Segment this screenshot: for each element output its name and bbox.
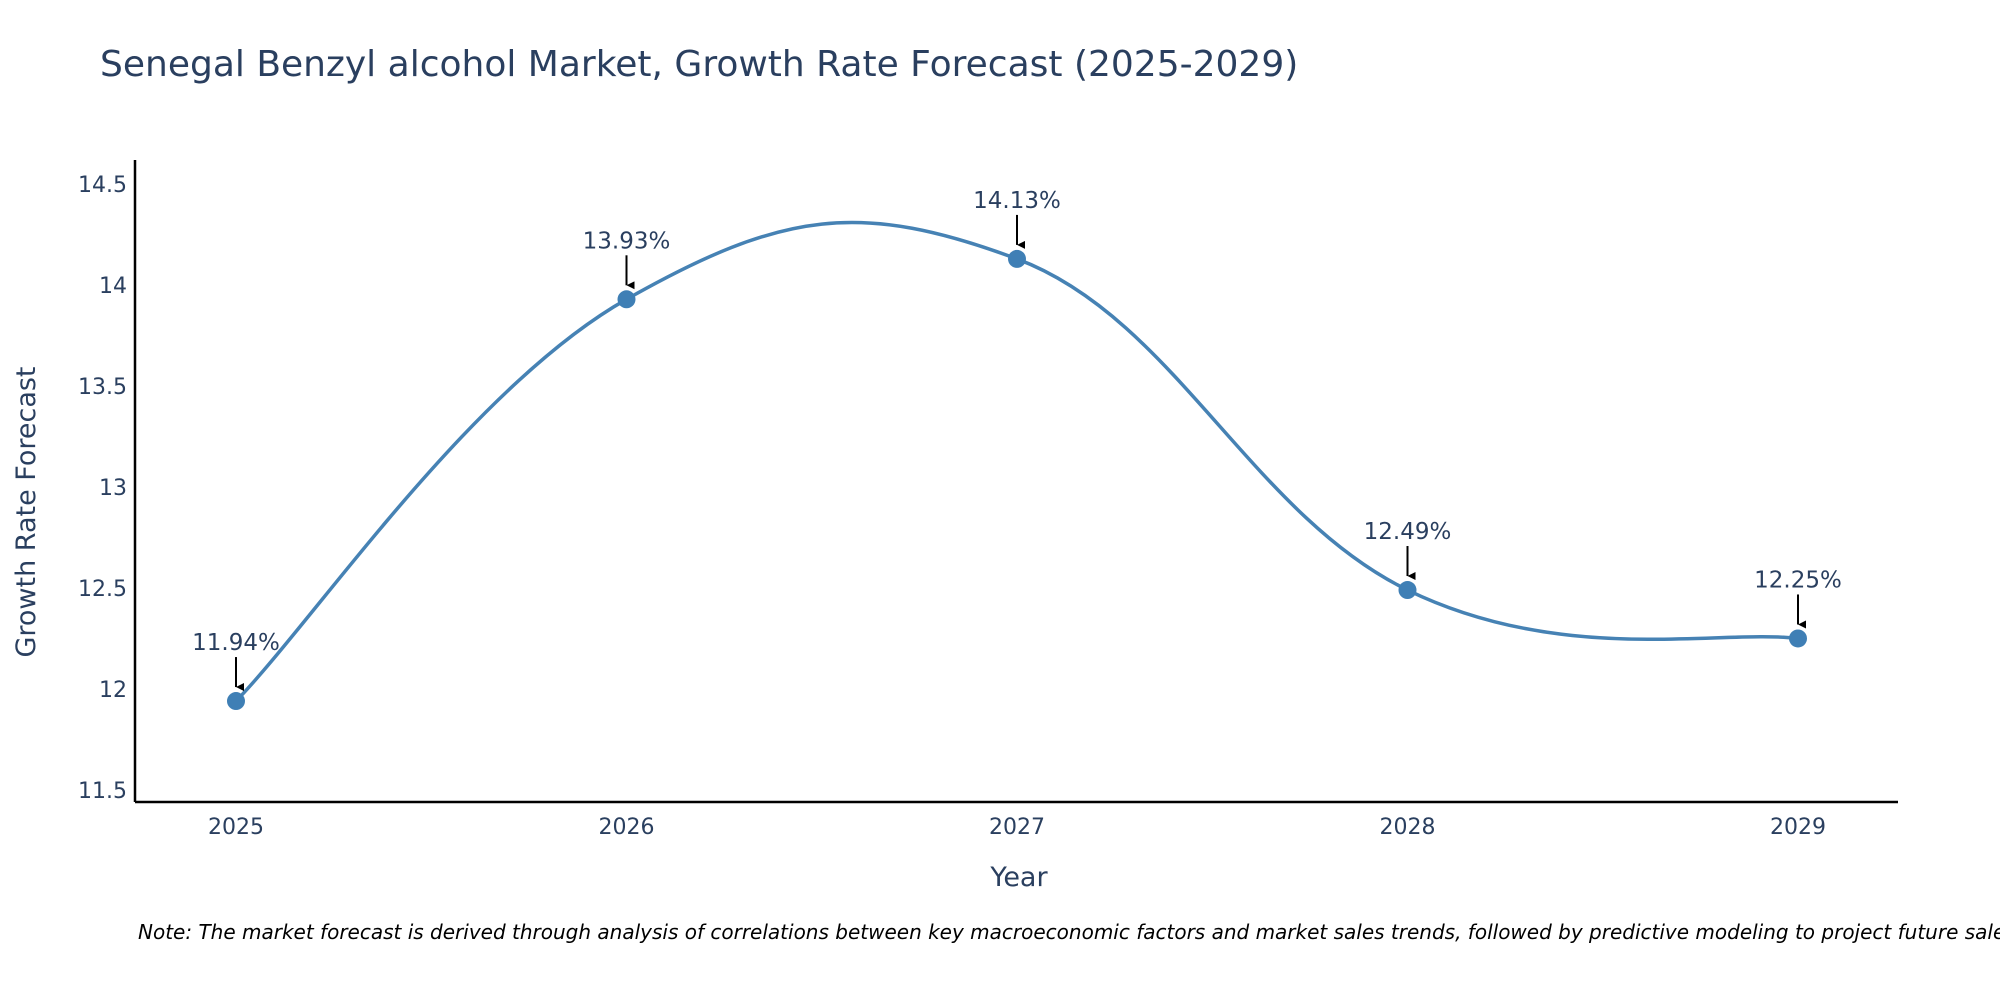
x-axis-title: Year: [989, 862, 1048, 893]
series-line: [234, 220, 1799, 703]
data-label: 14.13%: [973, 188, 1061, 214]
data-point: [1398, 581, 1417, 600]
y-axis-title: Growth Rate Forecast: [11, 366, 42, 657]
x-tick-label: 2025: [208, 815, 264, 840]
x-tick-label: 2027: [989, 815, 1045, 840]
chart-note: Note: The market forecast is derived thr…: [138, 920, 2000, 944]
y-tick-label: 13.5: [78, 375, 127, 400]
y-tick-label: 12.5: [78, 577, 127, 602]
data-point: [227, 692, 245, 711]
x-tick-label: 2028: [1380, 815, 1436, 840]
chart-title: Senegal Benzyl alcohol Market, Growth Ra…: [100, 44, 1299, 85]
x-tick-label: 2029: [1770, 815, 1826, 840]
y-tick-label: 11.5: [78, 779, 127, 804]
y-tick-label: 14.5: [78, 173, 127, 198]
data-label: 11.94%: [192, 630, 280, 656]
data-point: [1789, 629, 1807, 648]
x-tick-label: 2026: [599, 815, 655, 840]
data-label: 12.49%: [1364, 519, 1452, 545]
y-tick-label: 12: [99, 678, 127, 703]
data-point: [1008, 249, 1026, 268]
data-label: 12.25%: [1754, 567, 1842, 593]
y-tick-label: 13: [99, 476, 127, 501]
y-tick-label: 14: [99, 274, 127, 299]
data-point: [617, 290, 636, 309]
data-label: 13.93%: [583, 228, 671, 254]
